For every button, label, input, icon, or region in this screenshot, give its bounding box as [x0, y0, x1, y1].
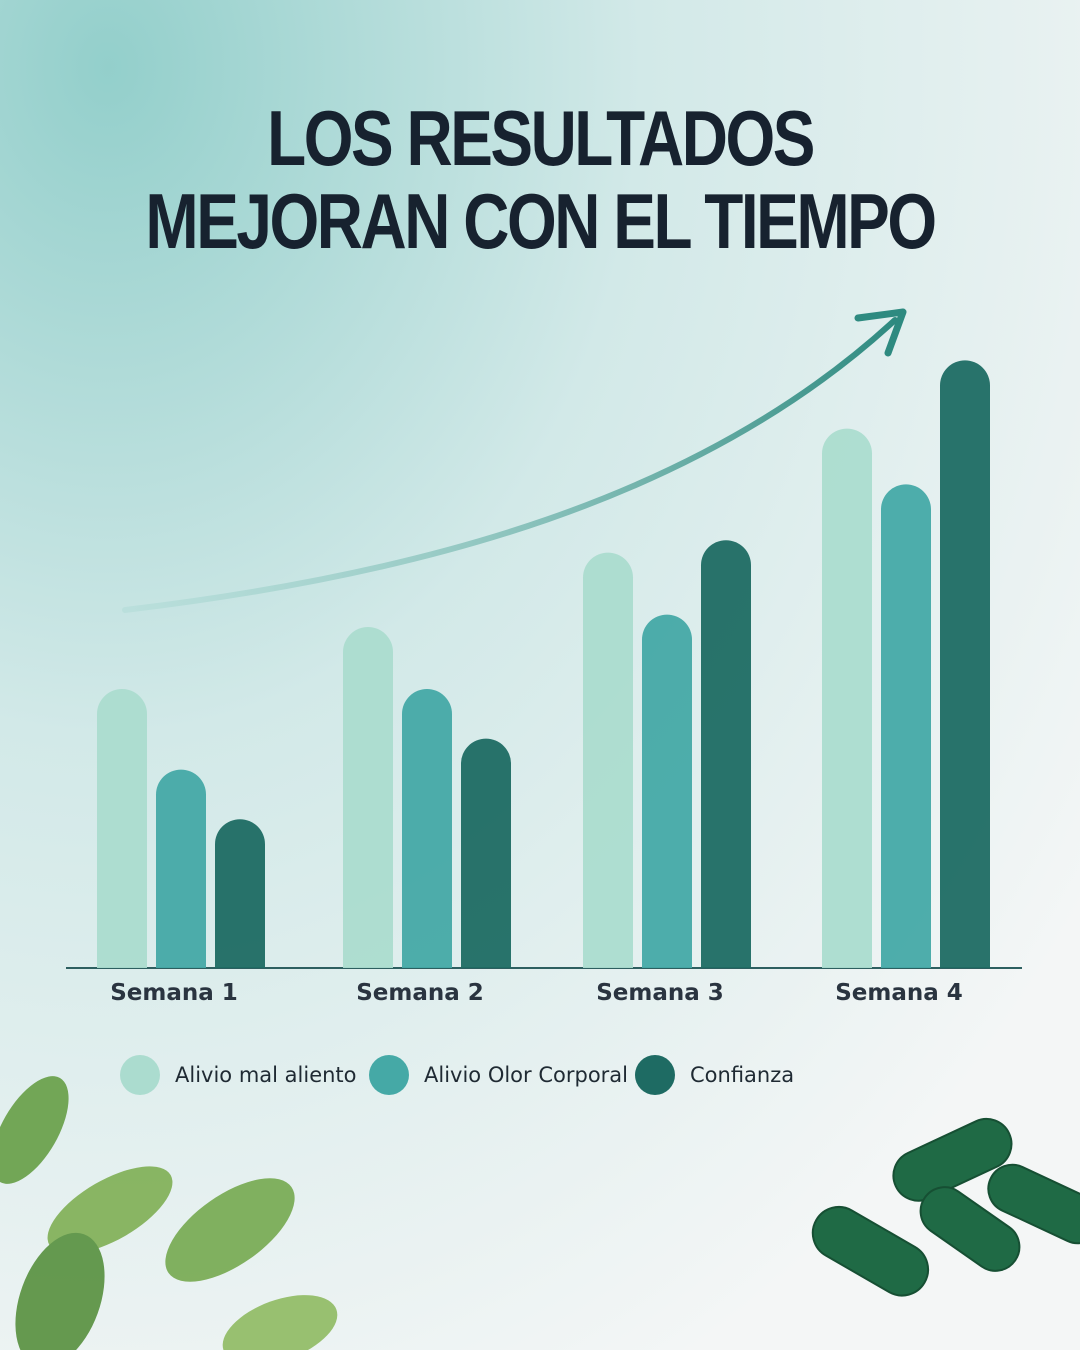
- x-tick-label: Semana 1: [110, 980, 238, 1006]
- legend-label: Alivio Olor Corporal: [424, 1063, 628, 1087]
- legend-swatch: [369, 1055, 409, 1095]
- legend-swatch: [635, 1055, 675, 1095]
- leaves: [0, 1076, 338, 1350]
- x-tick-label: Semana 2: [356, 980, 484, 1006]
- arrow-head: [854, 308, 907, 357]
- bar: [881, 484, 931, 968]
- bar: [583, 552, 633, 968]
- trend-arrow: [122, 317, 898, 613]
- bar: [402, 689, 452, 968]
- bar: [461, 738, 511, 968]
- chart-title: LOS RESULTADOS: [267, 95, 813, 182]
- bar: [97, 689, 147, 968]
- bar: [940, 360, 990, 968]
- legend-label: Alivio mal aliento: [175, 1063, 357, 1087]
- bar: [343, 627, 393, 968]
- x-tick-label: Semana 3: [596, 980, 724, 1006]
- bar: [822, 428, 872, 968]
- bar: [156, 769, 206, 968]
- bar: [214, 819, 265, 968]
- capsules: [811, 1117, 1080, 1297]
- legend-swatch: [120, 1055, 160, 1095]
- legend-label: Confianza: [690, 1063, 794, 1087]
- x-tick-label: Semana 4: [835, 980, 963, 1006]
- chart-title: MEJORAN CON EL TIEMPO: [145, 178, 934, 265]
- bar: [642, 614, 692, 968]
- title-group: LOS RESULTADOS MEJORAN CON EL TIEMPO: [145, 95, 937, 265]
- bar: [701, 540, 751, 968]
